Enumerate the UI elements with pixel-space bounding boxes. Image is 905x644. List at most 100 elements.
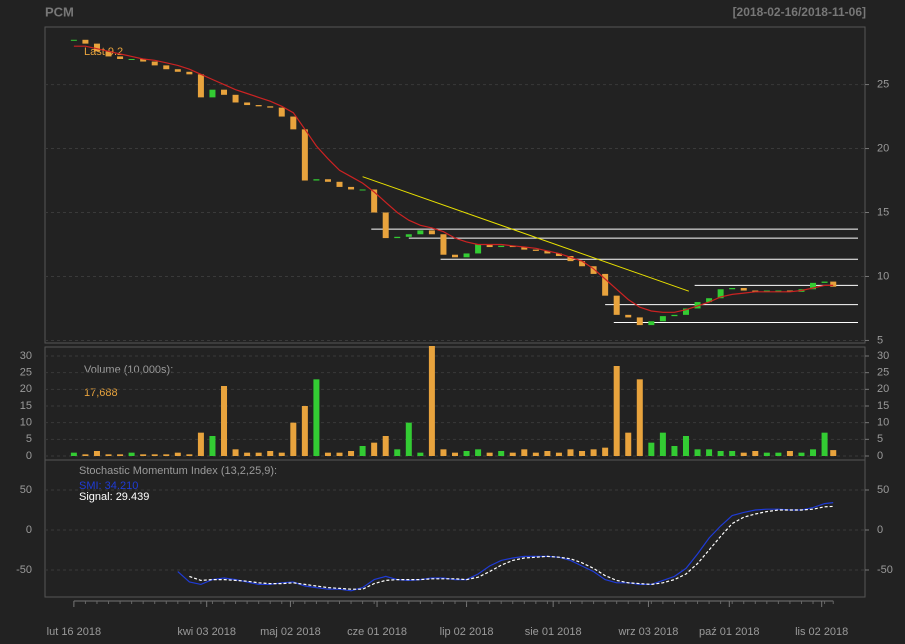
y-tick-label: 30 [877,350,889,362]
volume-bar [197,432,204,456]
y-tick-label: 5 [877,334,883,346]
candle [105,51,112,57]
volume-bar [567,449,574,456]
y-tick-label: 15 [877,206,889,218]
candle [394,236,401,239]
volume-bar [186,454,193,456]
candle [613,295,620,315]
candle [763,290,770,292]
volume-bar [544,451,551,456]
candle [775,290,782,292]
candle [810,282,817,290]
volume-bar [82,454,89,456]
y-tick-label: 25 [877,367,889,379]
volume-bar [290,422,297,456]
candle [290,116,297,130]
candle [359,189,366,191]
date-range: [2018-02-16/2018-11-06] [733,5,866,19]
volume-bar [371,442,378,456]
volume-bar [405,422,412,456]
volume-bar [105,454,112,456]
candle [174,69,181,72]
volume-bar [417,452,424,456]
candle [428,230,435,235]
candle [382,212,389,239]
smi-title: Stochastic Momentum Index (13,2,25,9): [79,465,277,477]
candle [348,186,355,190]
volume-bar [359,446,366,456]
candle [786,290,793,292]
candle [463,253,470,258]
candle [70,39,77,41]
y-tick-label: 20 [877,383,889,395]
volume-bar [267,451,274,456]
volume-bar [221,386,228,456]
candle [740,287,747,291]
volume-title: Volume (10,000s): [84,364,173,376]
y-tick-label: 30 [20,350,32,362]
candle [221,89,228,95]
volume-bar [775,452,782,456]
volume-bar [613,366,620,456]
candle [625,314,632,318]
volume-bar [590,449,597,456]
volume-bar [682,436,689,456]
volume-bar [740,452,747,456]
volume-bar [313,379,320,456]
candle [830,281,837,287]
candle [440,234,447,255]
smi-panel [44,459,866,598]
candle [521,247,528,250]
y-tick-label: 20 [877,142,889,154]
smi-line [177,502,834,592]
volume-last: 17,688 [84,387,118,399]
volume-bar [498,451,505,456]
volume-bar [830,450,837,456]
candle [232,94,239,103]
volume-bar [140,454,147,456]
candle [197,74,204,98]
volume-bar [128,452,135,456]
volume-bar [821,432,828,456]
volume-bar [659,432,666,456]
candle [682,308,689,315]
candle [151,61,158,66]
y-tick-label: 20 [20,383,32,395]
volume-bar [602,447,609,456]
x-tick-label: cze 01 2018 [347,626,407,638]
candle [590,266,597,274]
candle [278,107,285,117]
candle [602,273,609,296]
candle [82,39,89,44]
volume-bar [810,449,817,456]
y-tick-label: 15 [20,400,32,412]
last-label: Last 9.2 [84,46,123,58]
volume-bar [729,451,736,456]
y-tick-label: 25 [877,78,889,90]
chart-title: PCM [45,4,74,19]
trend-line [362,176,690,292]
candle [313,179,320,181]
volume-bar [151,454,158,456]
volume-bar [428,346,435,456]
candle [452,254,458,258]
candle [729,287,736,290]
volume-bar [532,452,539,456]
volume-bar [174,452,181,456]
candle [475,244,482,254]
y-tick-label: 50 [877,484,889,496]
y-tick-label: 5 [26,433,32,445]
x-tick-label: lut 16 2018 [47,626,101,638]
volume-bar [255,452,262,456]
volume-bar [694,449,701,456]
volume-bar [301,406,308,456]
candle [186,71,193,75]
x-tick-label: lip 02 2018 [440,626,494,638]
candle [532,249,539,251]
candle [324,179,331,182]
y-tick-label: 0 [877,450,883,462]
legend-entry: Signal: 29.439 [79,491,149,503]
candle [555,253,562,257]
volume-bar [786,451,793,456]
